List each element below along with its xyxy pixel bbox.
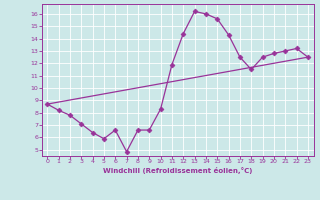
X-axis label: Windchill (Refroidissement éolien,°C): Windchill (Refroidissement éolien,°C) (103, 167, 252, 174)
